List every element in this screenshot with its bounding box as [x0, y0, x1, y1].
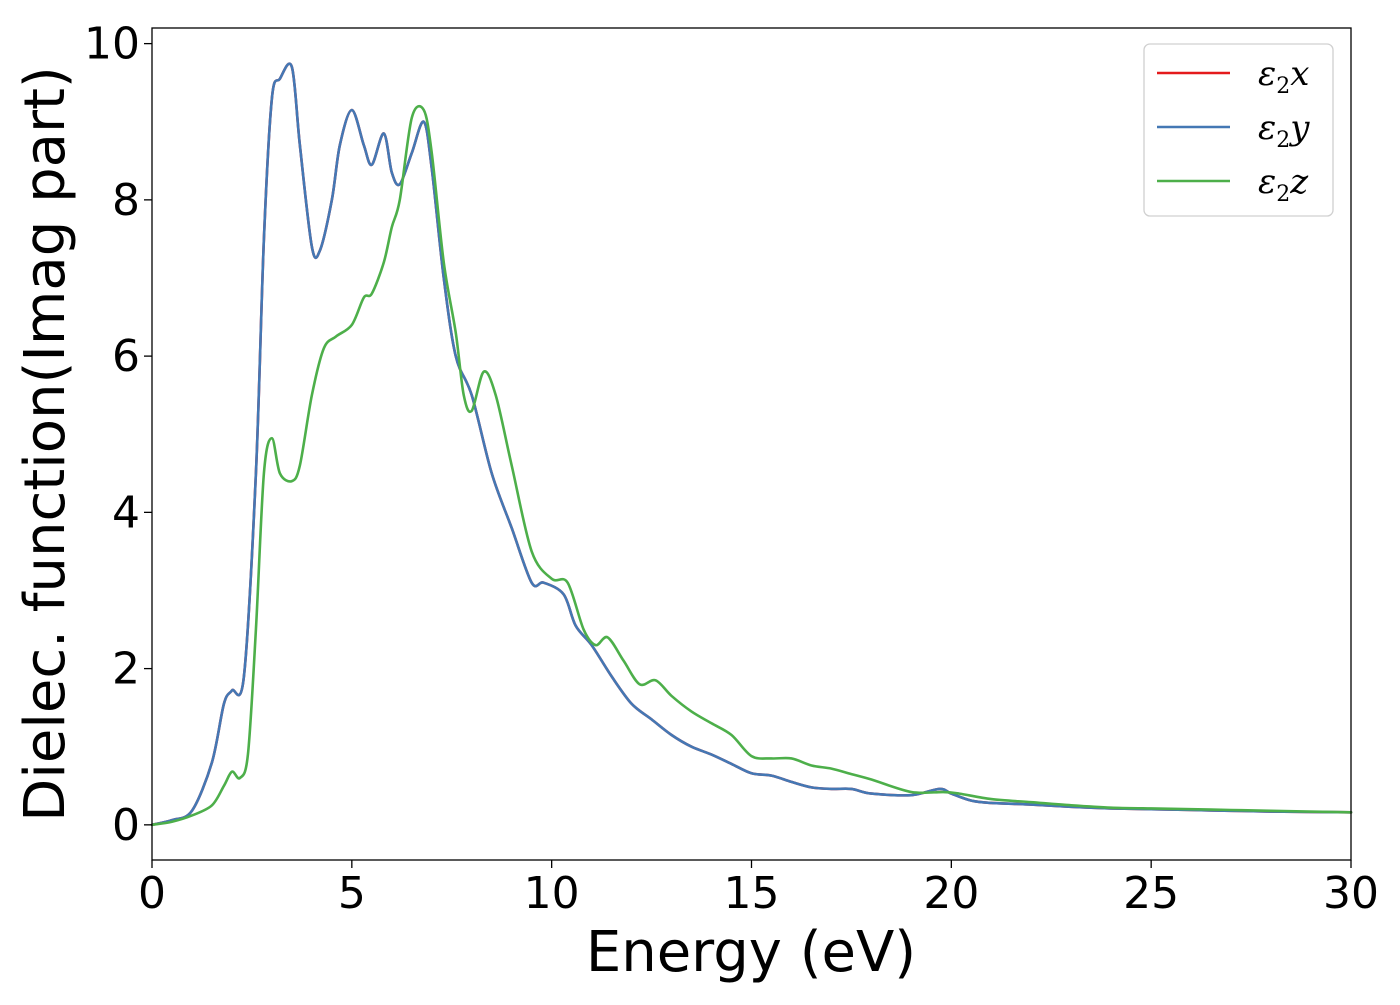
y-tick-label: 6 — [112, 331, 140, 382]
series-line-z — [150, 104, 1353, 827]
x-tick-label: 5 — [338, 868, 366, 919]
y-tick-label: 10 — [84, 19, 140, 70]
legend-label-z: ε2z — [1258, 162, 1309, 207]
series-line-y — [150, 62, 1353, 827]
y-tick-label: 4 — [112, 487, 140, 538]
y-axis: 0 2 4 6 8 10 — [84, 19, 152, 851]
x-tick-label: 15 — [724, 868, 780, 919]
y-tick-label: 0 — [112, 800, 140, 851]
legend-box — [1143, 43, 1334, 217]
x-tick-label: 0 — [138, 868, 166, 919]
legend-label-y: ε2y — [1258, 108, 1310, 153]
y-tick-label: 2 — [112, 644, 140, 695]
x-tick-label: 30 — [1323, 868, 1379, 919]
x-axis-title: Energy (eV) — [586, 920, 916, 985]
x-tick-label: 25 — [1123, 868, 1179, 919]
y-axis-title: Dielec. function(Imag part) — [13, 66, 78, 822]
series-layer — [150, 62, 1353, 827]
legend-label-x: ε2x — [1258, 54, 1309, 99]
x-tick-label: 20 — [923, 868, 979, 919]
x-axis: 0 5 10 15 20 25 30 — [138, 860, 1379, 919]
legend: ε2x ε2y ε2z — [1143, 43, 1334, 217]
y-tick-label: 8 — [112, 175, 140, 226]
x-tick-label: 10 — [524, 868, 580, 919]
